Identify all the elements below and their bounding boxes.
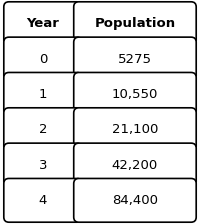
- Text: 3: 3: [39, 159, 47, 172]
- Text: 0: 0: [39, 52, 47, 65]
- FancyBboxPatch shape: [4, 37, 82, 81]
- FancyBboxPatch shape: [74, 37, 196, 81]
- Text: Year: Year: [27, 17, 59, 30]
- Text: 1: 1: [39, 88, 47, 101]
- FancyBboxPatch shape: [4, 2, 82, 45]
- FancyBboxPatch shape: [74, 2, 196, 45]
- FancyBboxPatch shape: [74, 179, 196, 222]
- Text: 4: 4: [39, 194, 47, 207]
- Text: 10,550: 10,550: [112, 88, 158, 101]
- FancyBboxPatch shape: [74, 108, 196, 151]
- FancyBboxPatch shape: [5, 3, 195, 221]
- FancyBboxPatch shape: [4, 73, 82, 116]
- Text: 5275: 5275: [118, 52, 152, 65]
- Text: 2: 2: [39, 123, 47, 136]
- FancyBboxPatch shape: [4, 143, 82, 187]
- FancyBboxPatch shape: [4, 108, 82, 151]
- FancyBboxPatch shape: [74, 143, 196, 187]
- Text: 21,100: 21,100: [112, 123, 158, 136]
- Text: Population: Population: [94, 17, 176, 30]
- FancyBboxPatch shape: [74, 73, 196, 116]
- FancyBboxPatch shape: [4, 179, 82, 222]
- Text: 84,400: 84,400: [112, 194, 158, 207]
- Text: 42,200: 42,200: [112, 159, 158, 172]
